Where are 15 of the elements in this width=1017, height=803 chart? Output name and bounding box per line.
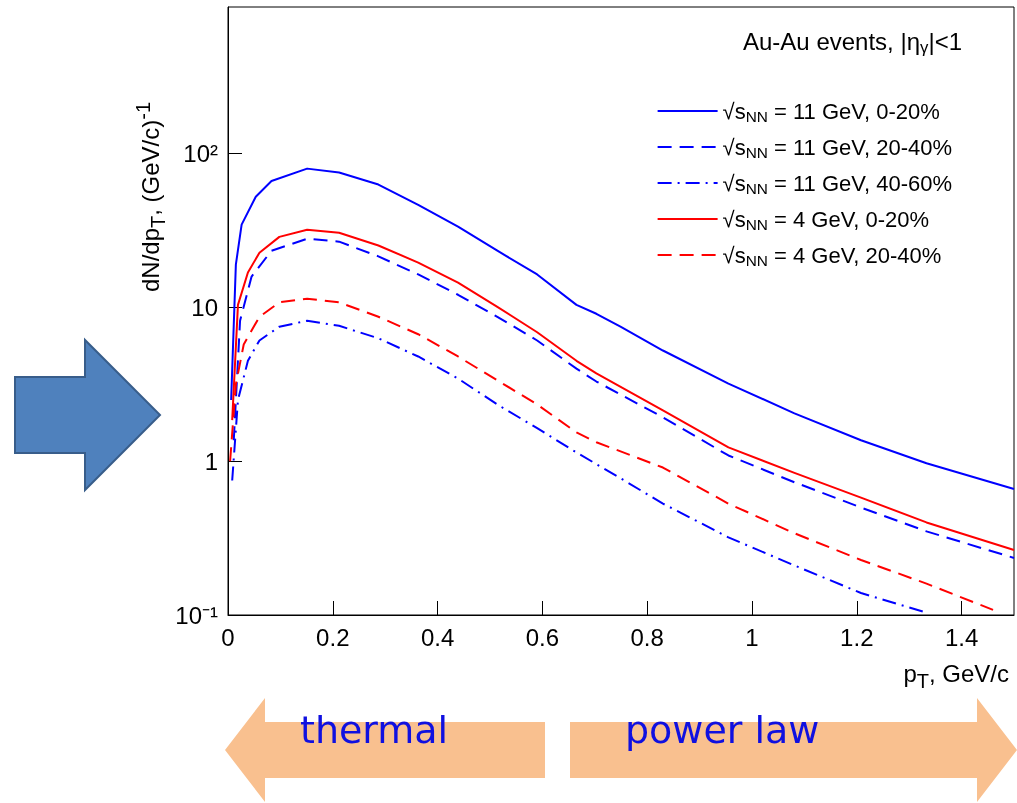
x-tick-label: 0.6 [525,623,560,651]
y-tick-label: 10 [191,293,218,321]
y-tick-label: 1 [204,447,218,475]
x-tick-label: 0.2 [316,623,350,651]
x-tick-label: 0.4 [420,623,455,651]
x-tick-label: 0 [221,623,235,651]
x-axis-title: p$_{T}$, GeV/c [903,660,1009,693]
x-tick-label: 1 [745,623,759,651]
y-tick-label: 10⁻¹ [175,601,219,629]
text: thermal [300,708,449,752]
text: power law [625,708,820,752]
y-tick-label: 10² [183,140,219,168]
x-tick-label: 1.4 [944,623,979,651]
x-tick-label: 1.2 [840,623,874,651]
x-tick-label: 0.8 [630,623,664,651]
